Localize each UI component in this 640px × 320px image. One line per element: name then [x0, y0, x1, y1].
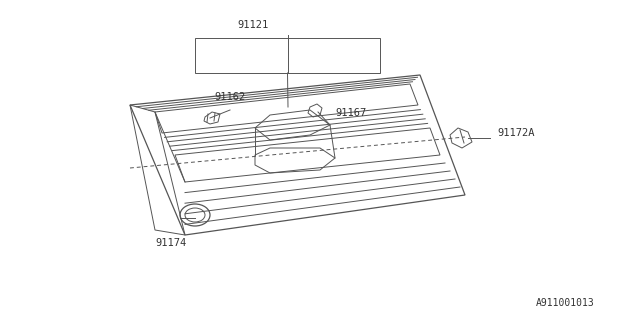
Text: 91172A: 91172A: [497, 128, 534, 138]
Text: 91167: 91167: [335, 108, 366, 118]
Text: 91162: 91162: [214, 92, 245, 102]
Text: 91174: 91174: [155, 238, 186, 248]
Text: 91121: 91121: [237, 20, 269, 30]
Text: A911001013: A911001013: [536, 298, 595, 308]
